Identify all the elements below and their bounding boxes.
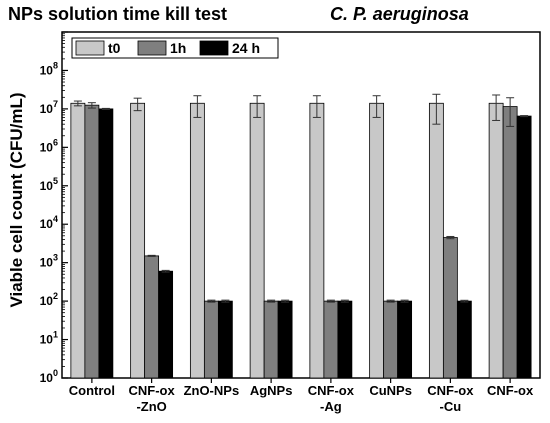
x-tick-label: CuNPs <box>369 383 412 398</box>
y-tick-label: 100 <box>40 368 58 385</box>
bar-t0-7 <box>488 102 504 379</box>
bar-24h-3 <box>277 300 293 379</box>
bar-1h-2 <box>203 300 219 379</box>
y-tick-label: 108 <box>40 60 58 77</box>
y-tick-label: 103 <box>40 253 58 270</box>
bar-24h-2 <box>217 300 233 379</box>
bar-t0-5 <box>369 102 385 379</box>
x-tick-label: -ZnO <box>136 399 166 414</box>
bar-t0-4 <box>309 102 325 379</box>
bar-t0-0 <box>70 102 86 379</box>
bar-t0-3 <box>249 102 265 379</box>
bar-24h-1 <box>158 270 174 379</box>
legend-label-1h: 1h <box>170 40 186 56</box>
bar-1h-0 <box>84 104 100 379</box>
bar-1h-1 <box>144 255 160 379</box>
plot-area: 100 101 102 103 104 105 106 107 108 Control CNF-ox… <box>40 31 541 414</box>
legend-swatch-24h <box>199 40 229 56</box>
x-tick-label: CNF-ox <box>427 383 474 398</box>
x-tick-label: -Ag <box>320 399 342 414</box>
bar-t0-2 <box>189 102 205 379</box>
bar-t0-1 <box>130 102 146 379</box>
chart-title: NPs solution time kill test <box>8 4 227 24</box>
bar-1h-6 <box>442 237 458 379</box>
x-tick-label: ZnO-NPs <box>184 383 240 398</box>
bar-1h-7 <box>502 106 518 379</box>
x-tick-label: Control <box>69 383 115 398</box>
y-tick-label: 104 <box>40 214 58 231</box>
bar-1h-4 <box>323 300 339 379</box>
y-axis-title: Viable cell count (CFU/mL) <box>7 92 26 307</box>
legend-label-t0: t0 <box>108 40 121 56</box>
x-tick-label: CNF-ox <box>129 383 176 398</box>
legend-swatch-t0 <box>75 40 105 56</box>
bar-1h-5 <box>383 300 399 379</box>
organism-title: C. P. aeruginosa <box>330 4 469 24</box>
plot-frame <box>61 31 541 379</box>
y-tick-label: 105 <box>40 176 58 193</box>
bar-24h-5 <box>397 300 413 379</box>
x-tick-label: -Cu <box>440 399 462 414</box>
x-tick-label: CNF-ox <box>487 383 534 398</box>
bar-24h-7 <box>516 115 532 379</box>
bar-24h-0 <box>98 108 114 379</box>
bar-24h-6 <box>456 300 472 379</box>
bar-24h-4 <box>337 300 353 379</box>
legend-label-24h: 24 h <box>232 40 260 56</box>
y-tick-label: 106 <box>40 137 58 154</box>
legend-swatch-1h <box>137 40 167 56</box>
bar-t0-6 <box>428 102 444 379</box>
bar-1h-3 <box>263 300 279 379</box>
y-tick-label: 107 <box>40 99 58 116</box>
x-tick-label: AgNPs <box>250 383 293 398</box>
y-tick-label: 101 <box>40 330 58 347</box>
y-tick-label: 102 <box>40 291 58 308</box>
x-tick-label: CNF-ox <box>308 383 355 398</box>
